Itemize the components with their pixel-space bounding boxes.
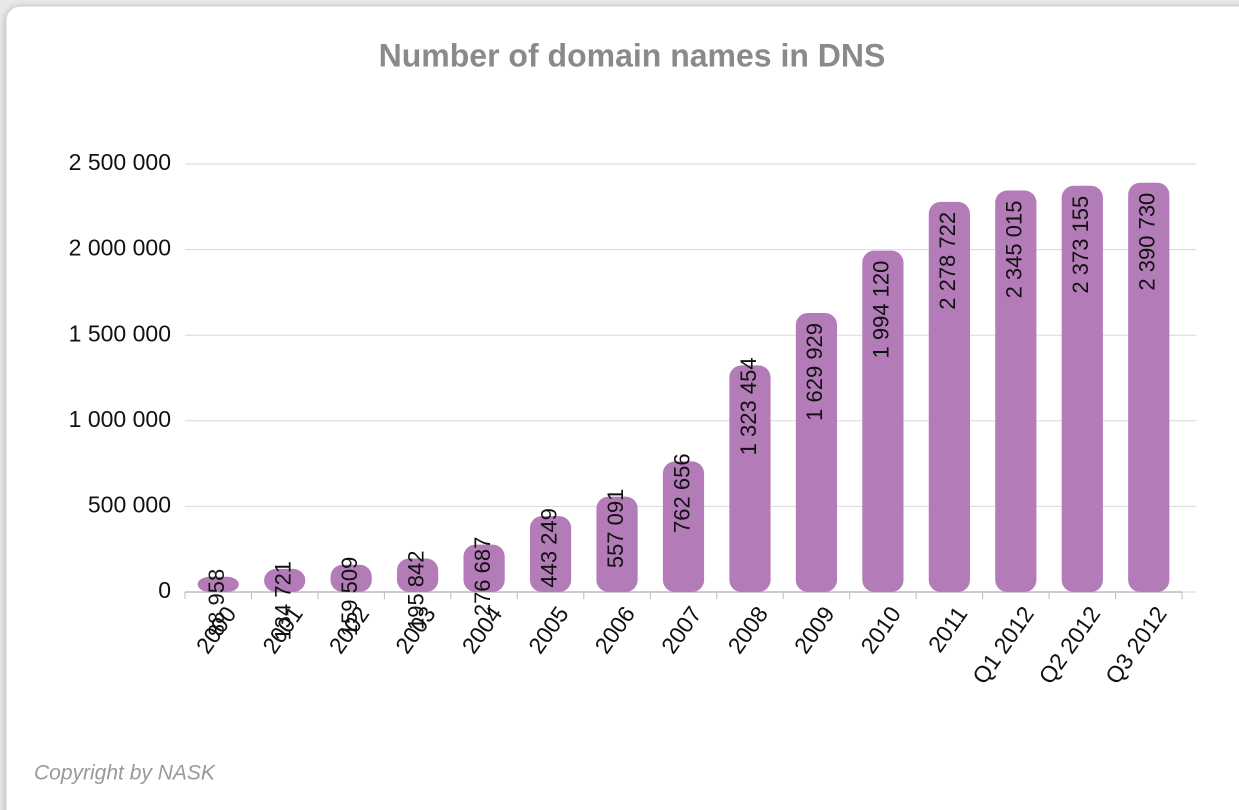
card [5, 5, 1239, 810]
y-tick-label: 2 500 000 [69, 149, 171, 175]
data-label: 443 249 [536, 508, 561, 588]
y-tick-label: 1 000 000 [69, 406, 171, 432]
data-label: 2 373 155 [1068, 196, 1093, 294]
data-label: 2 278 722 [935, 212, 960, 310]
bar [1128, 182, 1170, 592]
bar [662, 461, 705, 592]
y-tick-label: 2 000 000 [69, 235, 171, 261]
bar [928, 201, 970, 592]
chart-title: Number of domain names in DNS [379, 37, 886, 73]
bar [463, 544, 505, 592]
data-label: 762 656 [669, 453, 694, 533]
y-tick-label: 500 000 [88, 491, 171, 517]
bar [795, 312, 838, 592]
data-label: 159 509 [337, 557, 362, 637]
data-label: 557 091 [603, 489, 628, 569]
bar [596, 496, 638, 592]
bar [264, 568, 306, 592]
bar [1061, 185, 1103, 592]
bar [862, 250, 904, 592]
bar [197, 576, 239, 592]
bar [397, 558, 439, 592]
bar [729, 365, 771, 592]
bar [330, 564, 372, 592]
data-label: 195 842 [403, 550, 428, 630]
data-label: 2 345 015 [1002, 201, 1027, 299]
data-label: 1 323 454 [736, 357, 761, 455]
y-tick-label: 0 [158, 577, 171, 603]
data-label: 2 390 730 [1135, 193, 1160, 291]
source: Copyright by NASK [34, 762, 216, 785]
bar [529, 516, 572, 592]
data-label: 1 994 120 [869, 261, 894, 359]
bar [995, 190, 1037, 592]
data-label: 88 958 [204, 569, 229, 636]
y-tick-label: 1 500 000 [69, 320, 171, 346]
data-label: 1 629 929 [802, 323, 827, 421]
data-label: 134 721 [271, 561, 296, 641]
data-label: 276 687 [470, 537, 495, 617]
